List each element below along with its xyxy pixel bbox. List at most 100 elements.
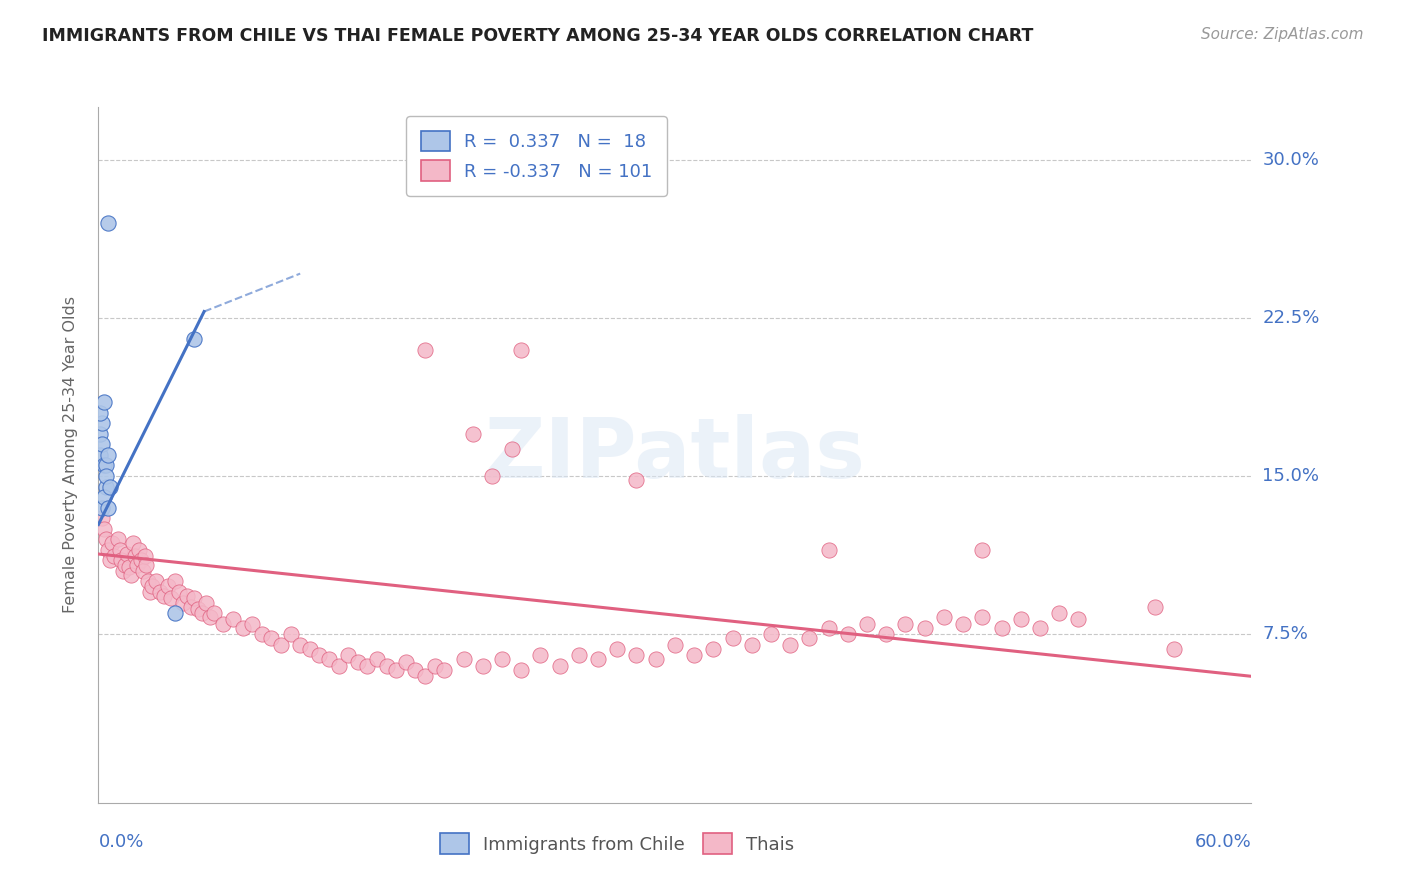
Point	[149, 585, 172, 599]
Point	[385, 663, 408, 677]
Point	[183, 332, 205, 346]
Point	[183, 591, 205, 606]
Point	[131, 564, 153, 578]
Point	[952, 616, 974, 631]
Point	[101, 536, 124, 550]
Point	[129, 553, 152, 567]
Point	[120, 568, 142, 582]
Point	[510, 663, 533, 677]
Point	[529, 648, 551, 663]
Point	[125, 558, 148, 572]
Point	[375, 658, 398, 673]
Point	[626, 648, 648, 663]
Point	[491, 652, 513, 666]
Point	[94, 533, 117, 547]
Point	[89, 448, 111, 462]
Point	[94, 469, 117, 483]
Point	[548, 658, 571, 673]
Point	[1067, 612, 1090, 626]
Point	[212, 616, 235, 631]
Point	[405, 663, 427, 677]
Point	[280, 627, 302, 641]
Point	[108, 542, 131, 557]
Point	[176, 589, 198, 603]
Point	[93, 458, 115, 473]
Point	[413, 343, 436, 357]
Point	[112, 564, 135, 578]
Point	[990, 621, 1012, 635]
Point	[423, 658, 446, 673]
Point	[103, 549, 125, 563]
Point	[290, 638, 312, 652]
Point	[837, 627, 859, 641]
Point	[433, 663, 456, 677]
Point	[741, 638, 763, 652]
Point	[453, 652, 475, 666]
Text: 0.0%: 0.0%	[98, 833, 143, 851]
Text: 7.5%: 7.5%	[1263, 625, 1309, 643]
Point	[346, 655, 368, 669]
Point	[1047, 606, 1070, 620]
Point	[139, 585, 162, 599]
Point	[856, 616, 879, 631]
Point	[817, 621, 839, 635]
Text: 15.0%: 15.0%	[1263, 467, 1319, 485]
Point	[160, 591, 183, 606]
Point	[165, 574, 187, 589]
Point	[94, 458, 117, 473]
Point	[461, 426, 484, 441]
Point	[114, 558, 136, 572]
Point	[914, 621, 936, 635]
Point	[97, 448, 120, 462]
Point	[356, 658, 378, 673]
Point	[97, 216, 120, 230]
Point	[141, 579, 163, 593]
Point	[413, 669, 436, 683]
Point	[91, 417, 114, 431]
Text: IMMIGRANTS FROM CHILE VS THAI FEMALE POVERTY AMONG 25-34 YEAR OLDS CORRELATION C: IMMIGRANTS FROM CHILE VS THAI FEMALE POV…	[42, 27, 1033, 45]
Text: 60.0%: 60.0%	[1195, 833, 1251, 851]
Point	[799, 632, 821, 646]
Point	[328, 658, 350, 673]
Point	[198, 610, 221, 624]
Point	[721, 632, 744, 646]
Point	[191, 606, 214, 620]
Point	[110, 553, 132, 567]
Point	[1029, 621, 1052, 635]
Point	[124, 549, 146, 563]
Point	[98, 479, 121, 493]
Point	[817, 542, 839, 557]
Point	[972, 542, 994, 557]
Point	[107, 533, 129, 547]
Point	[97, 500, 120, 515]
Y-axis label: Female Poverty Among 25-34 Year Olds: Female Poverty Among 25-34 Year Olds	[63, 296, 77, 614]
Point	[122, 536, 145, 550]
Point	[91, 437, 114, 451]
Text: 22.5%: 22.5%	[1263, 309, 1320, 326]
Point	[187, 602, 209, 616]
Point	[91, 511, 114, 525]
Point	[240, 616, 263, 631]
Point	[298, 641, 321, 656]
Point	[972, 610, 994, 624]
Point	[222, 612, 245, 626]
Point	[117, 547, 138, 561]
Point	[626, 473, 648, 487]
Point	[93, 522, 115, 536]
Point	[875, 627, 897, 641]
Point	[568, 648, 591, 663]
Text: 30.0%: 30.0%	[1263, 151, 1319, 169]
Point	[606, 641, 628, 656]
Point	[93, 395, 115, 409]
Point	[180, 599, 202, 614]
Point	[471, 658, 494, 673]
Point	[664, 638, 686, 652]
Point	[118, 559, 141, 574]
Point	[510, 343, 533, 357]
Point	[89, 426, 111, 441]
Point	[481, 469, 503, 483]
Point	[135, 558, 157, 572]
Text: ZIPatlas: ZIPatlas	[485, 415, 865, 495]
Point	[250, 627, 273, 641]
Point	[97, 542, 120, 557]
